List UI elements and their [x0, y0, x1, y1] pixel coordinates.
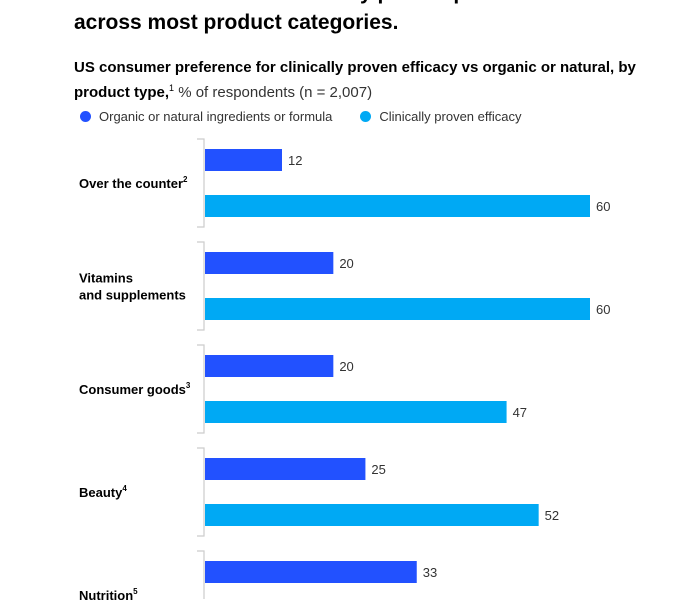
- group-bracket: [197, 447, 205, 537]
- legend: Organic or natural ingredients or formul…: [80, 109, 522, 124]
- category-label: Over the counter2: [79, 175, 188, 191]
- legend-swatch: [360, 111, 372, 122]
- legend-swatch: [80, 111, 91, 122]
- category-label: Vitamins: [79, 271, 133, 286]
- data-label: 60: [596, 199, 610, 214]
- legend-item-clinical: Clinically proven efficacy: [360, 109, 522, 124]
- group-bracket: [197, 138, 205, 228]
- bar: [205, 504, 539, 526]
- bar: [205, 401, 507, 423]
- data-label: 20: [339, 256, 353, 271]
- bar: [205, 252, 334, 274]
- data-label: 25: [371, 462, 385, 477]
- group-bracket: [197, 550, 205, 599]
- category-label: Consumer goods3: [79, 381, 191, 397]
- bar: [205, 149, 282, 171]
- data-label: 20: [339, 359, 353, 374]
- data-label: 47: [513, 405, 527, 420]
- bar: [205, 355, 334, 377]
- bar: [205, 298, 590, 320]
- category-label: Beauty4: [79, 484, 127, 500]
- data-label: 52: [545, 508, 559, 523]
- data-label: 12: [288, 153, 302, 168]
- chart-subtitle: US consumer preference for clinically pr…: [74, 59, 636, 101]
- group-bracket: [197, 344, 205, 434]
- group-bracket: [197, 241, 205, 331]
- category-label: and supplements: [79, 288, 186, 303]
- category-label: Nutrition5: [79, 587, 138, 600]
- data-label: 60: [596, 302, 610, 317]
- data-label: 33: [423, 565, 437, 580]
- bar: [205, 458, 366, 480]
- legend-item-organic: Organic or natural ingredients or formul…: [80, 109, 332, 124]
- bar: [205, 195, 590, 217]
- chart-title: consumers seek out clinically proven pro…: [74, 0, 543, 34]
- bar: [205, 561, 417, 583]
